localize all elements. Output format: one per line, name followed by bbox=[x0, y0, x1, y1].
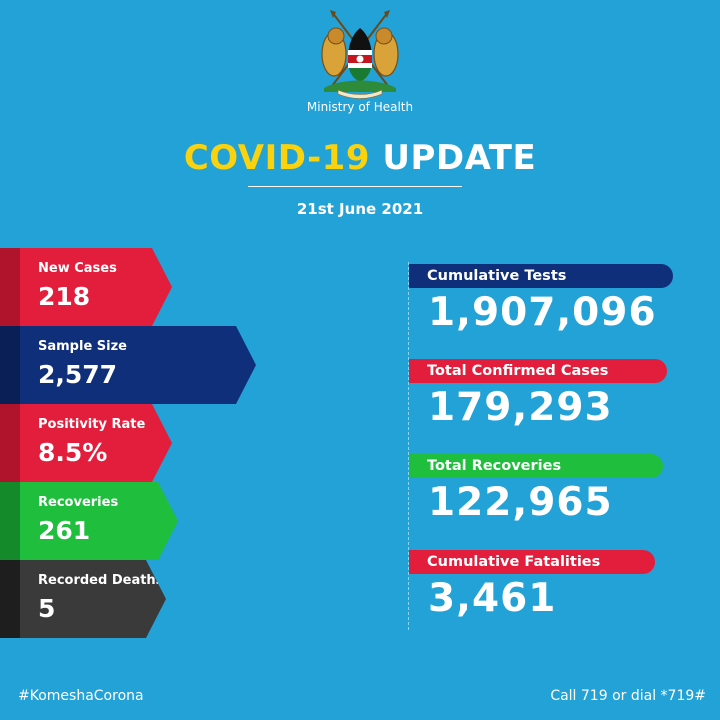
tile-recoveries: Recoveries 261 bbox=[20, 482, 178, 560]
ministry-name: Ministry of Health bbox=[306, 100, 414, 114]
tile-label: Recorded Deaths bbox=[38, 573, 164, 588]
tile-label: Positivity Rate bbox=[38, 417, 146, 432]
cumulative-fatalities-label: Cumulative Fatalities bbox=[409, 550, 655, 574]
total-recoveries-label: Total Recoveries bbox=[409, 454, 663, 478]
tile-fold bbox=[0, 560, 20, 638]
tile-recorded-deaths: Recorded Deaths 5 bbox=[20, 560, 166, 638]
update-date: 21st June 2021 bbox=[296, 200, 424, 218]
tile-new-cases: New Cases 218 bbox=[20, 248, 172, 326]
total-recoveries-value: 122,965 bbox=[428, 480, 613, 525]
tile-label: Recoveries bbox=[38, 495, 119, 510]
tile-value: 8.5% bbox=[38, 438, 108, 467]
title-divider bbox=[248, 186, 462, 187]
tile-value: 218 bbox=[38, 282, 91, 311]
tile-value: 261 bbox=[38, 516, 91, 545]
coat-of-arms-emblem bbox=[321, 10, 399, 99]
tile-value: 5 bbox=[38, 594, 56, 623]
tile-value: 2,577 bbox=[38, 360, 118, 389]
tile-fold bbox=[0, 326, 20, 404]
tile-fold bbox=[0, 248, 20, 326]
tile-fold bbox=[0, 482, 20, 560]
cumulative-tests-label: Cumulative Tests bbox=[409, 264, 673, 288]
total-confirmed-value: 179,293 bbox=[428, 385, 613, 430]
tile-fold bbox=[0, 404, 20, 482]
cumulative-tests-value: 1,907,096 bbox=[428, 290, 657, 335]
title-highlight: COVID-19 bbox=[183, 138, 370, 178]
hotline-text: Call 719 or dial *719# bbox=[550, 688, 706, 704]
tile-label: New Cases bbox=[38, 261, 117, 276]
tile-label: Sample Size bbox=[38, 339, 127, 354]
tile-sample-size: Sample Size 2,577 bbox=[20, 326, 256, 404]
page-title: COVID-19 UPDATE bbox=[0, 138, 720, 178]
total-confirmed-label: Total Confirmed Cases bbox=[409, 359, 667, 383]
hashtag: #KomeshaCorona bbox=[18, 688, 144, 704]
title-rest: UPDATE bbox=[382, 138, 537, 178]
tile-positivity-rate: Positivity Rate 8.5% bbox=[20, 404, 172, 482]
section-divider bbox=[408, 262, 409, 630]
cumulative-fatalities-value: 3,461 bbox=[428, 576, 557, 621]
